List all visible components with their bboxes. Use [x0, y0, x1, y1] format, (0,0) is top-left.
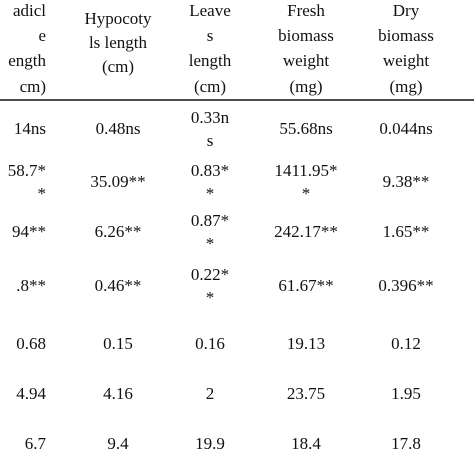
table-cell: * [206, 288, 215, 307]
header-cell: biomass [378, 26, 434, 45]
table-cell: 0.46** [95, 276, 142, 295]
table-cell: 4.94 [16, 384, 46, 403]
table-cell: * [302, 184, 311, 203]
header-cell: length [189, 51, 232, 70]
header-cell: Leave [189, 1, 231, 20]
header-cell: weight [383, 51, 430, 70]
header-cell: (cm) [194, 77, 226, 96]
header-cell: Fresh [287, 1, 325, 20]
table-cell: 2 [206, 384, 215, 403]
table-cell: 23.75 [287, 384, 325, 403]
table-cell: 19.13 [287, 334, 325, 353]
header-cell: adicl [13, 1, 46, 20]
table-cell: 55.68ns [279, 119, 332, 138]
table-cell: 4.16 [103, 384, 133, 403]
table-cell: 9.38** [383, 172, 430, 191]
table-cell: 0.83* [191, 161, 229, 180]
table-cell: 17.8 [391, 434, 421, 453]
header-cell: e [38, 26, 46, 45]
table-cell: 242.17** [274, 222, 338, 241]
header-cell: s [207, 26, 214, 45]
table-cell: * [206, 234, 215, 253]
table-cell: 0.68 [16, 334, 46, 353]
table-cell: 94** [12, 222, 46, 241]
header-cell: ength [8, 51, 46, 70]
table-cell: 0.87* [191, 211, 229, 230]
header-cell: (mg) [389, 77, 422, 96]
table-cell: 6.26** [95, 222, 142, 241]
table-cell: 0.33n [191, 108, 230, 127]
header-cell: biomass [278, 26, 334, 45]
header-cell: (mg) [289, 77, 322, 96]
table-cell: s [207, 131, 214, 150]
header-cell: cm) [20, 77, 46, 96]
table-cell: 18.4 [291, 434, 321, 453]
table-cell: 0.044ns [379, 119, 432, 138]
table-cell: 1.65** [383, 222, 430, 241]
table-cell: 14ns [14, 119, 46, 138]
table-cell: 0.22* [191, 265, 229, 284]
table-cell: 9.4 [107, 434, 129, 453]
header-cell: ls length [89, 33, 148, 52]
table-cell: * [38, 184, 47, 203]
table-cell: 0.16 [195, 334, 225, 353]
table-cell: 0.15 [103, 334, 133, 353]
table-cell: 61.67** [278, 276, 333, 295]
table-cell: .8** [16, 276, 46, 295]
header-cell: (cm) [102, 57, 134, 76]
table-cell: 1.95 [391, 384, 421, 403]
table-cell: 35.09** [90, 172, 145, 191]
table-cell: * [206, 184, 215, 203]
table-cell: 1411.95* [274, 161, 337, 180]
header-cell: weight [283, 51, 330, 70]
table-cell: 19.9 [195, 434, 225, 453]
header-cell: Dry [393, 1, 420, 20]
table-cell: 0.396** [378, 276, 433, 295]
header-cell: Hypocoty [84, 9, 152, 28]
table-cell: 0.12 [391, 334, 421, 353]
table-cell: 6.7 [25, 434, 47, 453]
table-cell: 58.7* [8, 161, 46, 180]
table-cell: 0.48ns [96, 119, 141, 138]
